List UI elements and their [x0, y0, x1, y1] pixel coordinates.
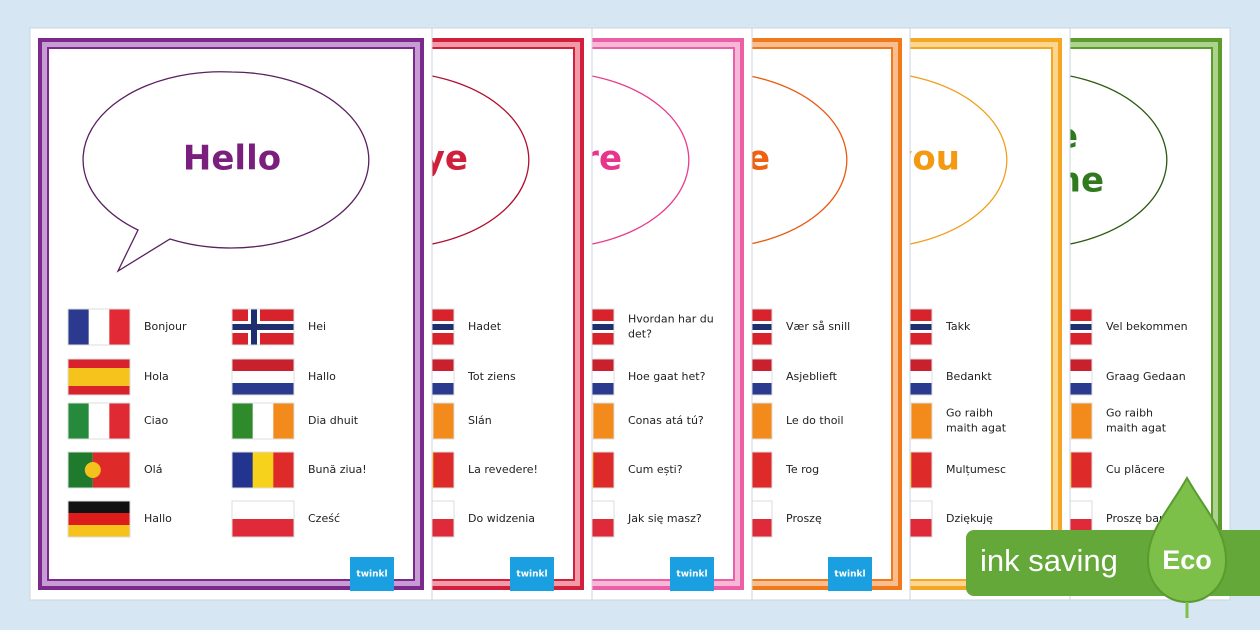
flag-part: [232, 501, 294, 519]
phrase: Go raibh: [946, 407, 993, 420]
logo-text: twinkl: [834, 570, 865, 580]
phrase: Conas atá tú?: [628, 414, 704, 427]
phrase: Cum ești?: [628, 463, 683, 476]
flag-part: [273, 452, 295, 488]
flag-part: [84, 462, 101, 478]
phrase: Vel bekommen: [1106, 320, 1188, 333]
flag-part: [273, 403, 295, 439]
flag-part: [88, 309, 110, 345]
eco-badge: ink saving Eco: [966, 475, 1260, 618]
flag-border: [67, 402, 131, 440]
flag-part: [88, 403, 110, 439]
flag-part: [68, 359, 130, 368]
phrase: Takk: [945, 320, 971, 333]
phrase: Dia dhuit: [308, 414, 359, 427]
phrase: Le do thoil: [786, 414, 844, 427]
phrase: Graag Gedaan: [1106, 370, 1186, 383]
flag-part: [68, 386, 130, 395]
flag-part: [232, 519, 294, 537]
phrase: Cu plăcere: [1106, 463, 1165, 476]
poster-title: e: [747, 139, 770, 179]
flag-part: [232, 324, 294, 330]
phrase: Go raibh: [1106, 407, 1153, 420]
phrase: det?: [628, 328, 652, 341]
phrase: Hvordan har du: [628, 313, 714, 326]
phrase: Hoe gaat het?: [628, 370, 706, 383]
phrase: Te rog: [785, 463, 819, 476]
phrase: Proszę: [786, 512, 822, 525]
flag-part: [433, 403, 455, 439]
flag-part: [1071, 403, 1093, 439]
phrase: Slán: [468, 414, 492, 427]
phrase: Asjeblieft: [786, 370, 838, 383]
flag-part: [1071, 452, 1093, 488]
flag-part: [252, 452, 274, 488]
flag-border: [231, 402, 295, 440]
logo-box: [670, 557, 714, 591]
phrase: Hadet: [468, 320, 502, 333]
flag-part: [232, 403, 254, 439]
phrase: La revedere!: [468, 463, 538, 476]
poster: Hello Bonjour Hei Hola Hallo Ciao Dia dhuit Olá…: [29, 27, 433, 601]
phrase: Hola: [144, 370, 169, 383]
phrase: Hei: [308, 320, 326, 333]
phrase: Bonjour: [144, 320, 187, 333]
flag-part: [232, 359, 294, 371]
flag-part: [68, 309, 90, 345]
speech-bubble: [82, 71, 370, 273]
flag-part: [68, 368, 130, 386]
flag-border: [231, 358, 295, 396]
phrase: Olá: [144, 463, 162, 476]
logo-box: [828, 557, 872, 591]
logo-box: [510, 557, 554, 591]
phrase: Vær så snill: [786, 320, 850, 333]
flag-part: [232, 371, 294, 383]
logo-text: twinkl: [516, 570, 547, 580]
flag-part: [911, 452, 933, 488]
flag-part: [593, 403, 615, 439]
phrase: Cześć: [308, 512, 340, 525]
flag-part: [593, 452, 615, 488]
flag-border: [231, 308, 295, 346]
flag-part: [232, 452, 254, 488]
logo-text: twinkl: [676, 570, 707, 580]
flag-part: [751, 452, 773, 488]
phrase: Mulțumesc: [946, 463, 1006, 476]
phrase: maith agat: [946, 422, 1007, 435]
phrase: Do widzenia: [468, 512, 535, 525]
eco-text: Eco: [1162, 545, 1212, 575]
flag-part: [68, 513, 130, 525]
flag-part: [109, 309, 131, 345]
poster-title: Hello: [183, 139, 281, 179]
phrase: Hallo: [308, 370, 336, 383]
flag-part: [68, 403, 90, 439]
flag-part: [252, 403, 274, 439]
flag-part: [433, 452, 455, 488]
flag-part: [751, 403, 773, 439]
phrase: Bedankt: [946, 370, 992, 383]
phrase: maith agat: [1106, 422, 1167, 435]
logo-box: [350, 557, 394, 591]
flag-part: [232, 383, 294, 395]
flag-part: [68, 525, 130, 537]
flag-part: [109, 403, 131, 439]
badge-text: ink saving: [980, 543, 1118, 578]
phrase: Jak się masz?: [627, 512, 702, 525]
phrase: Hallo: [144, 512, 172, 525]
flag-border: [231, 500, 295, 538]
phrase: Tot ziens: [467, 370, 516, 383]
logo-text: twinkl: [356, 570, 387, 580]
phrase: Ciao: [144, 414, 168, 427]
phrase: Dziękuję: [946, 512, 993, 525]
flag-border: [67, 500, 131, 538]
flag-border: [67, 308, 131, 346]
flag-border: [67, 358, 131, 396]
flag-border: [67, 451, 131, 489]
flag-border: [231, 451, 295, 489]
flag-part: [68, 501, 130, 513]
flag-part: [911, 403, 933, 439]
phrase: Bună ziua!: [308, 463, 367, 476]
